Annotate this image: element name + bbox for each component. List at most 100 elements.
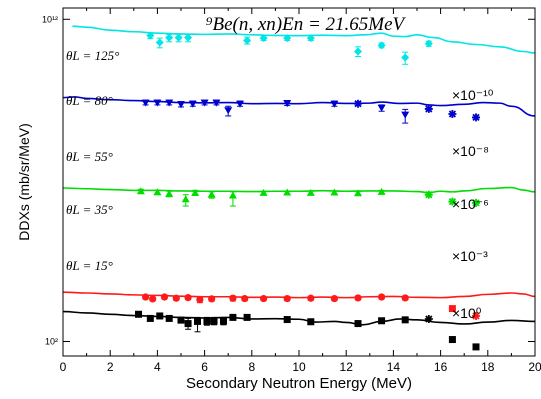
model-curves [62,25,536,326]
data-point [378,293,386,301]
x-tick-label: 12 [340,360,354,374]
data-point [401,53,410,62]
x-tick-label: 8 [248,360,255,374]
y-axis-label: DDXs (mb/sr/MeV) [16,123,32,240]
data-point [224,107,233,115]
data-point [472,113,480,122]
data-point [210,317,218,325]
series-label: θL = 80° [66,93,113,108]
data-point [307,294,315,302]
data-point [306,188,315,196]
data-point [136,187,145,195]
data-point [448,305,456,313]
data-point [378,317,386,325]
data-point [330,100,339,108]
data-point [155,38,164,47]
data-point [156,312,164,320]
data-point [177,101,185,109]
data-point [283,34,292,43]
data-point [330,294,338,303]
data-point [160,293,169,301]
data-point [229,294,237,302]
data-point [153,99,162,107]
data-point [448,197,457,206]
data-point [283,100,292,108]
data-point [184,33,193,42]
data-point [141,99,150,107]
scale-factor: ×10⁰ [452,305,482,321]
data-point [448,336,456,344]
data-point [306,34,315,43]
series-label: θL = 125° [66,48,119,63]
x-tick-label: 10 [292,360,306,374]
scale-factors: ×10⁻¹⁰ ×10⁻⁸ ×10⁻⁶ ×10⁻³ ×10⁰ [452,87,494,321]
data-point [354,99,362,108]
data-point [212,99,221,107]
data-point [472,311,480,320]
data-point [424,104,433,113]
data-point [424,314,433,323]
data-point [424,39,433,48]
data-point [188,100,197,108]
x-axis: 0 2 4 6 8 10 12 14 16 18 20 [60,8,541,374]
data-point [184,320,192,328]
x-tick-label: 16 [434,360,448,374]
data-point [243,313,251,321]
x-tick-label: 2 [107,360,114,374]
chart-title: ⁹Be(n, xn)En = 21.65MeV [206,14,407,35]
model-curve [62,291,536,299]
data-point [401,316,409,324]
data-point [401,111,410,119]
data-point [153,188,162,196]
x-tick-label: 14 [387,360,401,374]
data-point [283,316,291,324]
series-labels: θL = 125° θL = 80° θL = 55° θL = 35° θL = 15… [66,48,119,273]
data-point [184,294,192,302]
data-point [196,295,204,304]
data-point [165,189,174,197]
data-point [307,318,315,326]
data-point [146,31,155,40]
data-point [165,99,174,107]
data-point [401,294,409,302]
data-point [200,99,209,107]
data-point [172,294,180,302]
model-curve [62,96,536,117]
data-point [228,191,237,199]
data-point [146,314,154,322]
data-point [208,295,216,303]
model-curve [62,186,536,194]
data-markers [135,31,480,351]
error-bars [135,32,432,333]
data-point [203,317,211,325]
data-point [142,293,150,301]
model-curve [72,25,536,54]
data-point [448,109,457,118]
scale-factor: ×10⁻⁶ [452,196,489,212]
y-tick-label: 10² [45,337,58,347]
x-tick-label: 0 [60,360,67,374]
data-point [219,317,227,325]
data-point [377,187,386,195]
data-point [259,34,268,43]
x-axis-label: Secondary Neutron Energy (MeV) [186,375,412,392]
series-label: θL = 55° [66,149,113,164]
series-label: θL = 35° [66,202,113,217]
data-point [259,188,268,196]
data-point [354,294,362,302]
y-axis: 10¹² 10² [42,14,535,347]
data-point [472,198,480,207]
data-point [165,33,174,42]
data-point [354,320,362,328]
data-point [165,314,173,322]
scale-factor: ×10⁻¹⁰ [452,87,494,103]
data-point [283,294,291,303]
scale-factor: ×10⁻³ [452,248,488,264]
x-tick-label: 18 [481,360,495,374]
plot-frame [62,7,536,357]
data-point [191,188,200,196]
data-point [177,316,185,324]
data-point [424,190,433,199]
data-point [241,294,249,303]
